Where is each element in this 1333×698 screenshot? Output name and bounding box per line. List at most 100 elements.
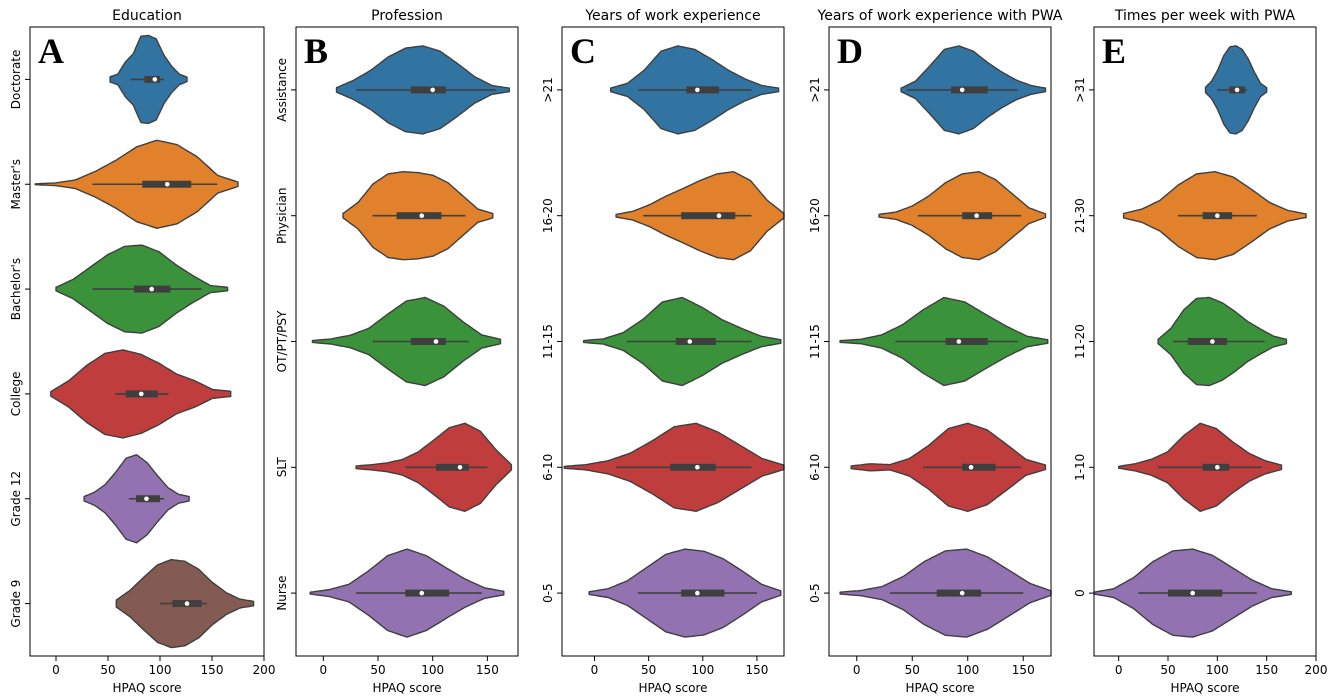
y-tick-label: Grade 9 xyxy=(9,580,23,628)
median-dot-1 xyxy=(164,181,170,187)
panel-title: Times per week with PWA xyxy=(1114,8,1296,24)
panel-a: 0 50 100 150 200 Doctorate Master's Bachelor's C… xyxy=(9,8,275,695)
median-dot-0 xyxy=(1234,87,1240,93)
median-dot-4 xyxy=(695,590,700,596)
iqr-box-3 xyxy=(670,463,716,471)
x-tick-label: 50 xyxy=(641,663,656,677)
iqr-box-1 xyxy=(396,212,442,220)
iqr-box-4 xyxy=(405,589,450,597)
panel-letter: A xyxy=(38,31,64,71)
y-tick-label: 1-10 xyxy=(1073,454,1087,481)
x-tick-label: 0 xyxy=(591,663,599,677)
y-tick-label: Assistance xyxy=(275,58,289,122)
panel-b: 0 50 100 150 Assistance Physician OT/PT/PSY SLT… xyxy=(275,8,519,695)
panel-title: Profession xyxy=(371,8,443,24)
panel-d: 0 50 100 150 >21 16-20 11-15 6-10 0-5 Years of wo… xyxy=(808,8,1063,695)
x-tick-label: 150 xyxy=(201,663,224,677)
x-tick-label: 150 xyxy=(745,663,768,677)
median-dot-3 xyxy=(1215,465,1220,470)
median-dot-1 xyxy=(1215,213,1220,218)
median-dot-4 xyxy=(959,590,965,596)
median-dot-0 xyxy=(959,87,965,93)
panel-letter: D xyxy=(837,31,863,71)
x-tick-label: 100 xyxy=(421,663,444,677)
x-tick-label: 150 xyxy=(1012,663,1035,677)
x-tick-label: 50 xyxy=(370,663,385,677)
x-axis-label: HPAQ score xyxy=(373,681,442,695)
iqr-box-0 xyxy=(144,75,160,83)
plot-frame xyxy=(29,26,265,657)
iqr-box-0 xyxy=(686,86,720,94)
y-tick-label: Master's xyxy=(9,159,23,210)
median-dot-4 xyxy=(144,496,149,502)
iqr-box-2 xyxy=(945,338,988,345)
y-tick-label: Nurse xyxy=(275,576,289,611)
panel-title: Education xyxy=(112,8,182,24)
median-dot-2 xyxy=(149,286,154,292)
x-tick-label: 0 xyxy=(320,663,328,677)
median-dot-0 xyxy=(152,77,158,82)
y-tick-label: >21 xyxy=(808,77,822,102)
panel-c: 0 50 100 150 >21 16-20 11-15 6-10 0-5 Years of wo… xyxy=(541,8,785,695)
x-tick-label: 50 xyxy=(1160,663,1175,677)
panel-title: Years of work experience with PWA xyxy=(817,8,1063,24)
iqr-box-0 xyxy=(410,86,446,94)
y-tick-label: Grade 12 xyxy=(9,471,23,527)
x-tick-label: 100 xyxy=(691,663,714,677)
panel-letter: B xyxy=(304,31,328,71)
median-dot-2 xyxy=(956,339,962,344)
x-tick-label: 100 xyxy=(1206,663,1229,677)
y-tick-label: 6-10 xyxy=(541,454,555,481)
median-dot-1 xyxy=(716,213,722,218)
median-dot-3 xyxy=(138,391,144,397)
y-tick-label: 16-20 xyxy=(541,198,555,233)
x-tick-label: 0 xyxy=(1115,663,1123,677)
iqr-box-4 xyxy=(681,589,725,597)
y-tick-label: College xyxy=(9,372,23,417)
median-dot-5 xyxy=(184,601,190,606)
x-tick-label: 0 xyxy=(853,663,861,677)
x-tick-label: 200 xyxy=(1305,663,1328,677)
median-dot-2 xyxy=(1210,339,1215,344)
y-tick-label: 11-15 xyxy=(808,324,822,359)
median-dot-0 xyxy=(695,87,700,93)
x-tick-label: 200 xyxy=(253,663,276,677)
median-dot-0 xyxy=(430,87,435,93)
y-tick-label: Physician xyxy=(275,187,289,243)
median-dot-4 xyxy=(419,590,425,596)
median-dot-3 xyxy=(457,465,463,470)
median-dot-3 xyxy=(695,465,700,470)
y-tick-label: SLT xyxy=(275,457,289,478)
x-tick-label: 150 xyxy=(476,663,499,677)
iqr-box-2 xyxy=(1187,338,1228,345)
median-dot-2 xyxy=(687,339,693,344)
y-tick-label: 0-5 xyxy=(541,583,555,603)
median-dot-3 xyxy=(968,465,974,470)
y-tick-label: 11-20 xyxy=(1073,324,1087,359)
x-tick-label: 150 xyxy=(1255,663,1278,677)
iqr-box-0 xyxy=(951,86,988,94)
iqr-box-4 xyxy=(1168,589,1223,597)
y-tick-label: 11-15 xyxy=(541,324,555,359)
panel-e: 0 50 100 150 200 >31 21-30 11-20 1-10 0 Times per … xyxy=(1073,8,1327,695)
panel-letter: E xyxy=(1102,31,1126,71)
x-tick-label: 100 xyxy=(149,663,172,677)
x-axis-label: HPAQ score xyxy=(113,681,182,695)
y-tick-label: 0 xyxy=(1073,589,1087,597)
y-tick-label: 16-20 xyxy=(808,198,822,233)
median-dot-1 xyxy=(419,213,425,218)
panel-title: Years of work experience xyxy=(584,8,760,24)
y-tick-label: 0-5 xyxy=(808,583,822,603)
x-axis-label: HPAQ score xyxy=(1171,681,1240,695)
y-tick-label: 21-30 xyxy=(1073,198,1087,233)
iqr-box-2 xyxy=(410,338,446,345)
iqr-box-4 xyxy=(936,589,982,597)
y-tick-label: Doctorate xyxy=(9,50,23,110)
x-tick-label: 100 xyxy=(956,663,979,677)
x-tick-label: 50 xyxy=(100,663,115,677)
median-dot-4 xyxy=(1190,590,1195,596)
panel-letter: C xyxy=(570,31,596,71)
median-dot-2 xyxy=(433,339,439,344)
iqr-box-3 xyxy=(435,463,469,471)
